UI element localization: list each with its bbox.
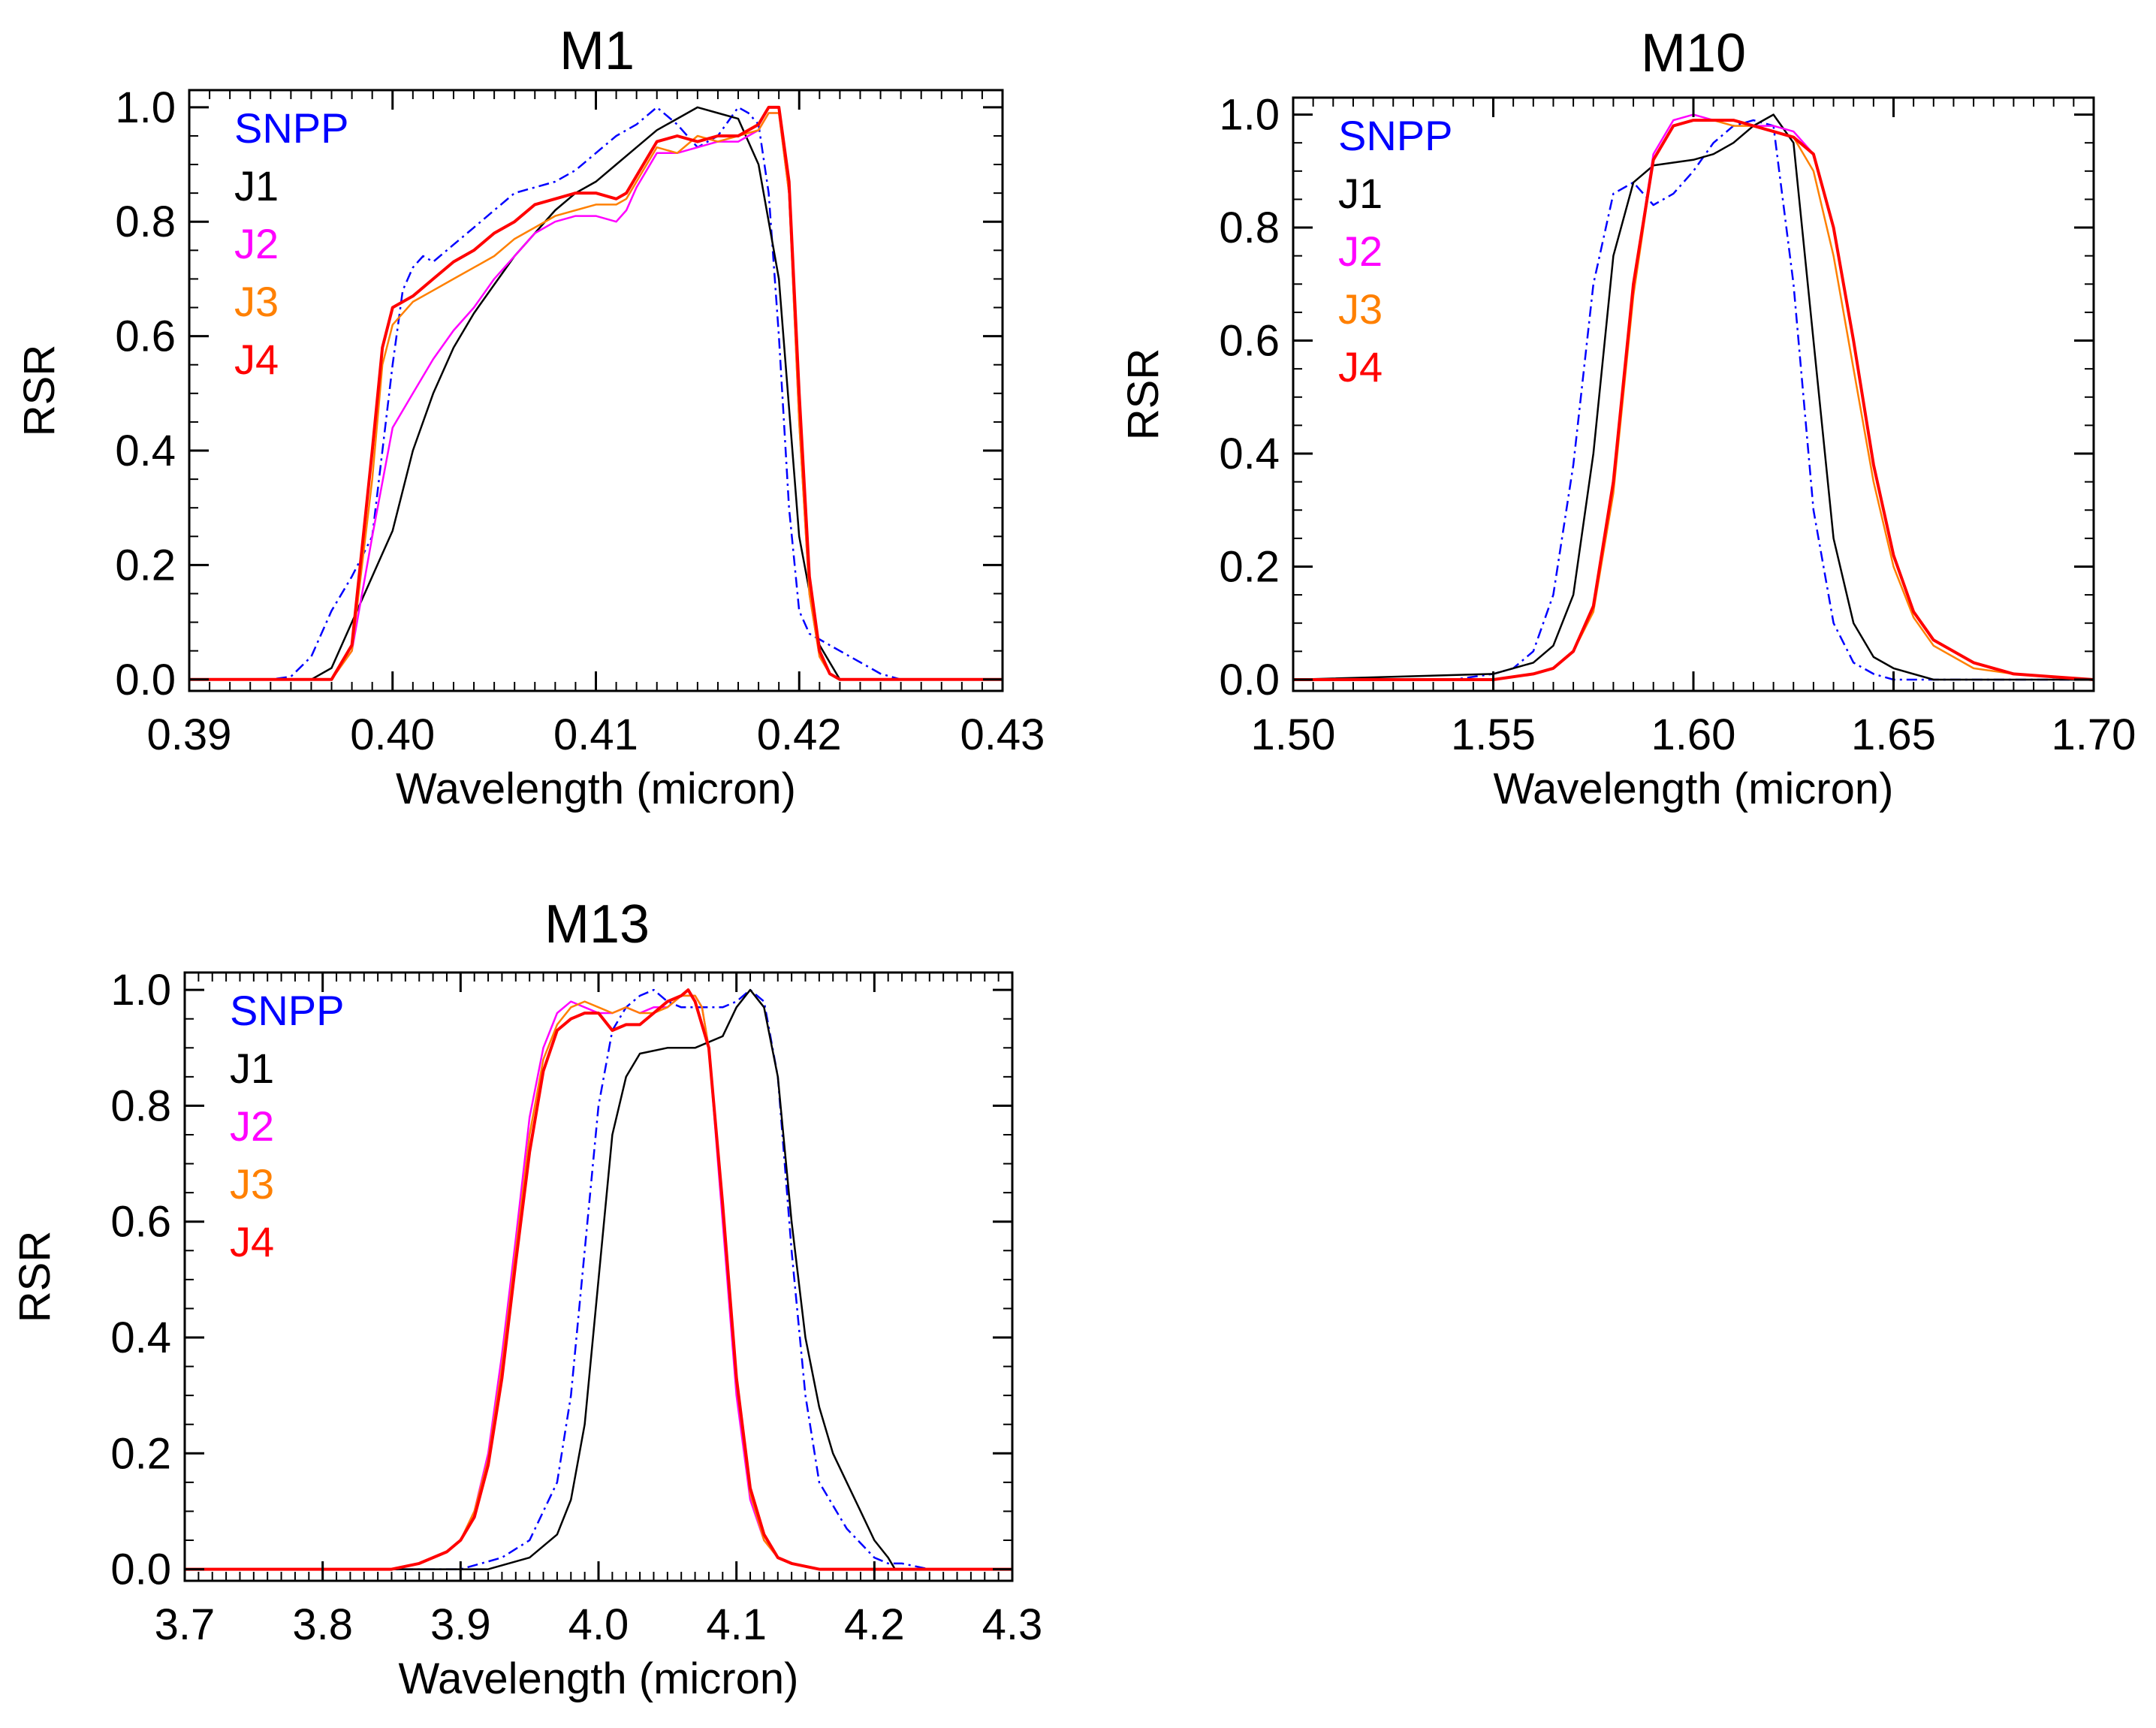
legend-entry-j1: J1 (1338, 170, 1383, 217)
chart-panel-m10: M10 1.50 1.55 1.60 1.65 1.70 0.0 0.2 0.4 0.6 0.8 1.… (1119, 23, 2136, 813)
plot-frame (1292, 96, 2095, 692)
x-tick-label: 1.60 (1651, 710, 1736, 759)
legend-entry-j3: J3 (1338, 285, 1383, 333)
x-tick-label: 4.2 (844, 1600, 905, 1649)
x-tick-label: 1.50 (1251, 710, 1336, 759)
series-line-j4 (185, 988, 1012, 1571)
y-tick-label: 1.0 (1219, 91, 1280, 140)
y-tick-label: 1.0 (110, 966, 171, 1015)
y-tick-label: 0.2 (110, 1429, 171, 1478)
y-axis-label: RSR (1119, 348, 1168, 440)
x-tick-label: 3.7 (155, 1600, 216, 1649)
y-tick-label: 0.4 (110, 1313, 171, 1362)
legend-entry-snpp: SNPP (1338, 112, 1453, 159)
x-tick-label: 3.9 (430, 1600, 491, 1649)
series-line-j2 (1293, 113, 2094, 681)
y-tick-label: 0.2 (1219, 542, 1280, 591)
legend-entry-j3: J3 (234, 278, 279, 325)
legend-entry-j2: J2 (230, 1102, 274, 1150)
y-tick-label: 0.6 (110, 1198, 171, 1247)
x-tick-label: 0.42 (757, 710, 842, 759)
chart-title: M10 (1641, 23, 1746, 83)
y-axis-label: RSR (15, 345, 64, 436)
y-tick-label: 1.0 (115, 83, 176, 132)
x-tick-label: 4.3 (982, 1600, 1043, 1649)
y-tick-label: 0.6 (115, 312, 176, 361)
y-axis-label: RSR (11, 1231, 59, 1322)
legend-entry-j4: J4 (1338, 343, 1383, 391)
chart-panel-m1: M1 0.39 0.40 0.41 0.42 0.43 0.0 0.2 0.4 0.6 0.8 1.0… (15, 21, 1045, 813)
y-tick-label: 0.8 (1219, 204, 1280, 252)
series-line-j4 (1293, 119, 2094, 681)
legend-entry-snpp: SNPP (230, 987, 345, 1034)
y-tick-label: 0.0 (1219, 656, 1280, 704)
x-tick-label: 1.65 (1851, 710, 1936, 759)
chart-title: M1 (559, 21, 635, 81)
series-line-j3 (189, 112, 1003, 681)
series-line-j1 (185, 988, 1012, 1570)
series-line-j1 (1293, 113, 2094, 681)
legend-entry-j2: J2 (1338, 228, 1383, 275)
series-line-j2 (189, 112, 1003, 681)
series-line-snpp (1293, 119, 2094, 681)
x-axis-label: Wavelength (micron) (399, 1654, 799, 1703)
y-tick-label: 0.8 (115, 198, 176, 246)
x-tick-label: 0.40 (350, 710, 435, 759)
legend-entry-j1: J1 (230, 1045, 274, 1092)
x-tick-label: 0.43 (960, 710, 1045, 759)
legend-entry-j4: J4 (234, 336, 279, 383)
plot-frame (188, 89, 1004, 692)
x-tick-label: 4.1 (706, 1600, 767, 1649)
series-line-j3 (1293, 119, 2094, 681)
x-axis-label: Wavelength (micron) (396, 764, 796, 813)
y-tick-label: 0.4 (115, 427, 176, 475)
series-line-j4 (189, 105, 1003, 681)
series-line-snpp (189, 106, 1003, 681)
y-tick-label: 0.4 (1219, 430, 1280, 478)
x-tick-label: 0.41 (553, 710, 638, 759)
y-tick-label: 0.8 (110, 1081, 171, 1130)
x-tick-label: 1.55 (1451, 710, 1536, 759)
legend-entry-j4: J4 (230, 1218, 274, 1265)
x-tick-label: 4.0 (568, 1600, 629, 1649)
chart-title: M13 (544, 894, 650, 954)
chart-panel-m13: M13 3.7 3.8 3.9 4.0 4.1 4.2 4.3 0.0 0.2 0.4 0.6 0.8 1… (11, 894, 1042, 1703)
x-tick-label: 0.39 (147, 710, 232, 759)
y-tick-label: 0.0 (110, 1546, 171, 1594)
x-axis-label: Wavelength (micron) (1494, 764, 1894, 813)
y-tick-label: 0.0 (115, 656, 176, 704)
legend-entry-j2: J2 (234, 220, 279, 267)
y-tick-label: 0.2 (115, 541, 176, 590)
x-tick-label: 3.8 (292, 1600, 353, 1649)
x-tick-label: 1.70 (2052, 710, 2136, 759)
legend-entry-j3: J3 (230, 1160, 274, 1208)
y-tick-label: 0.6 (1219, 317, 1280, 366)
legend-entry-j1: J1 (234, 162, 279, 210)
legend-entry-snpp: SNPP (234, 104, 349, 152)
